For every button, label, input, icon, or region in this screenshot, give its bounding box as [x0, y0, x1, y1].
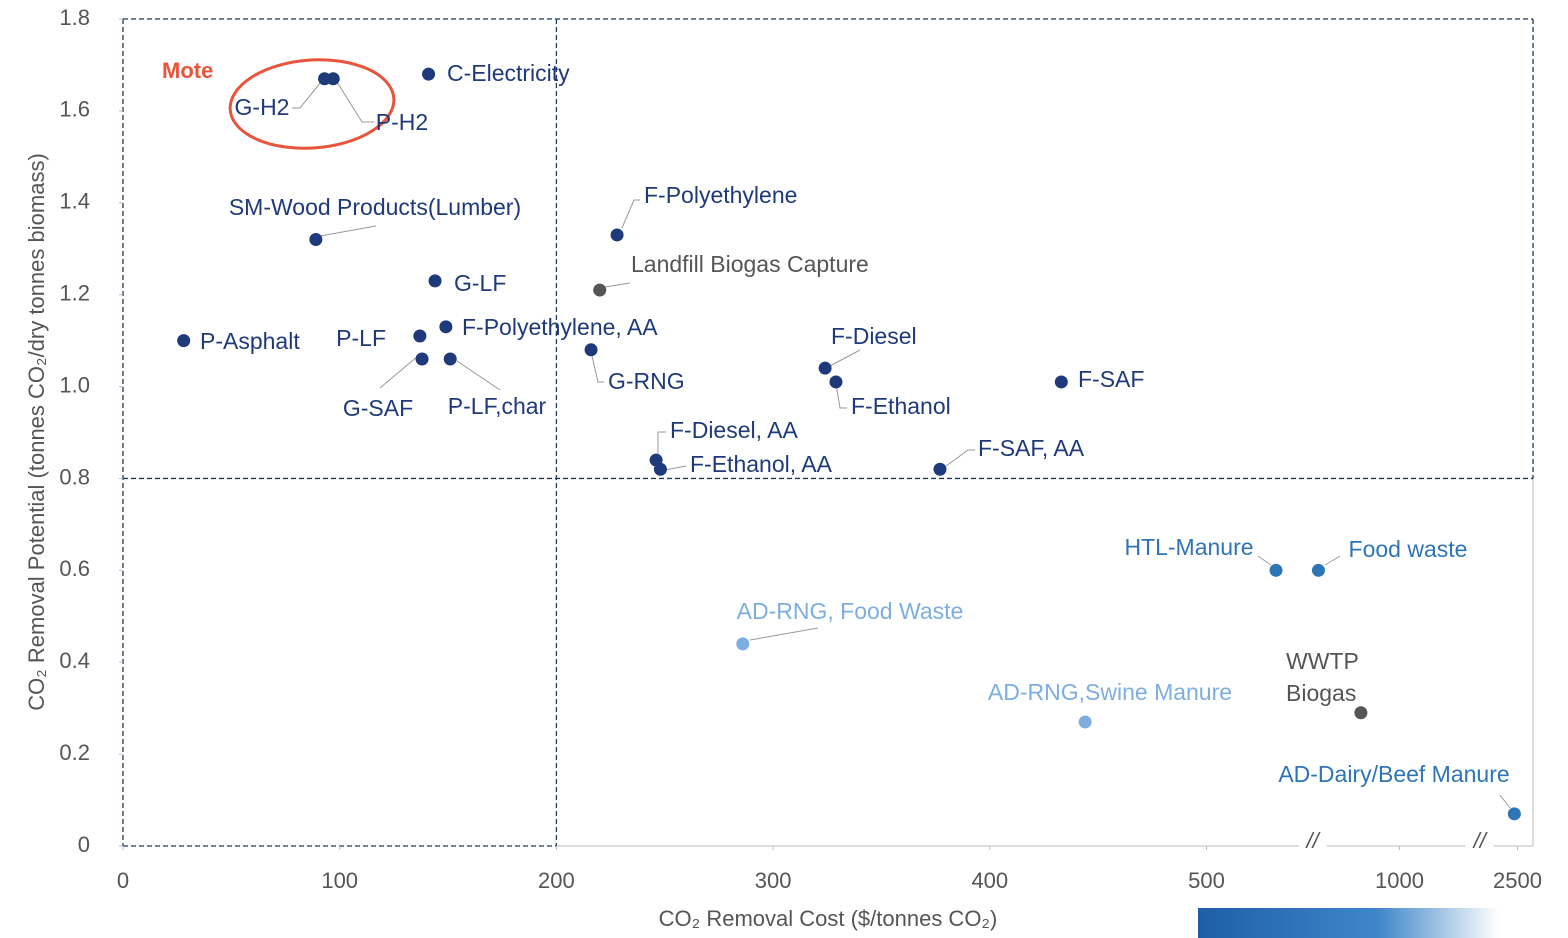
point	[326, 72, 340, 86]
point	[584, 343, 598, 357]
y-tick-label: 0	[78, 832, 90, 857]
decor-image	[1198, 908, 1498, 938]
y-tick-label: 0.2	[59, 740, 90, 765]
point-label: P-LF,char	[448, 393, 547, 419]
leader-line	[319, 225, 377, 237]
leader-line	[591, 355, 604, 383]
leader-line	[664, 465, 687, 471]
x-tick-label: 2500	[1493, 868, 1542, 893]
point-label: HTL-Manure	[1124, 534, 1253, 560]
leader-line	[1499, 794, 1511, 809]
leader-line	[657, 431, 666, 455]
point-label: SM-Wood Products(Lumber)	[229, 194, 521, 220]
point	[653, 462, 667, 476]
point-label: WWTP Biogas Capture	[1286, 648, 1368, 715]
point-label: G-SAF	[343, 395, 413, 421]
y-axis-title: CO₂ Removal Potential (tonnes CO₂/dry to…	[24, 153, 49, 711]
axis-break: //	[1472, 828, 1488, 853]
leader-line	[1324, 555, 1341, 566]
y-tick-label: 1.4	[59, 189, 90, 214]
x-tick-label: 500	[1188, 868, 1225, 893]
point-label: AD-Dairy/Beef Manure	[1278, 761, 1509, 787]
annotation-circle	[228, 58, 396, 150]
point-label: Landfill Biogas Capture	[631, 251, 869, 277]
point	[933, 462, 947, 476]
y-tick-label: 1.0	[59, 372, 90, 397]
leader-line	[621, 199, 640, 229]
leader-line	[456, 360, 501, 391]
x-tick-label: 300	[755, 868, 792, 893]
point-label: P-Asphalt	[200, 328, 300, 354]
point	[1269, 563, 1283, 577]
point-label: F-Diesel	[831, 323, 917, 349]
point-label: F-Diesel, AA	[670, 417, 798, 443]
leader-line	[379, 355, 419, 389]
y-tick-label: 1.8	[59, 5, 90, 30]
leader-line	[336, 81, 374, 123]
point-label: F-Polyethylene	[644, 182, 797, 208]
y-tick-label: 1.2	[59, 280, 90, 305]
point-label: AD-RNG, Food Waste	[737, 598, 964, 624]
point	[818, 361, 832, 375]
leader-line	[829, 349, 861, 367]
point	[829, 375, 843, 389]
axis-break: //	[1305, 828, 1321, 853]
point	[1354, 706, 1368, 720]
annotation: Mote	[162, 58, 213, 83]
point	[1078, 715, 1092, 729]
x-tick-label: 400	[971, 868, 1008, 893]
x-tick-label: 1000	[1375, 868, 1424, 893]
point	[309, 233, 323, 247]
point-label: F-SAF	[1078, 366, 1144, 392]
leader-line	[292, 81, 322, 109]
x-tick-label: 200	[538, 868, 575, 893]
point-label: F-Polyethylene, AA	[462, 314, 658, 340]
point	[422, 67, 436, 81]
leader-line	[1257, 555, 1272, 566]
point-label: F-SAF, AA	[978, 435, 1085, 461]
leader-line	[749, 627, 819, 641]
y-tick-label: 1.6	[59, 97, 90, 122]
point	[177, 334, 191, 348]
point	[415, 352, 429, 366]
x-axis-title: CO₂ Removal Cost ($/tonnes CO₂)	[659, 906, 998, 931]
point	[428, 274, 442, 288]
point	[1054, 375, 1068, 389]
leader-line	[945, 449, 975, 467]
x-tick-label: 100	[321, 868, 358, 893]
point	[413, 329, 427, 343]
y-tick-label: 0.6	[59, 556, 90, 581]
point-label: P-H2	[376, 109, 428, 135]
point-label: F-Ethanol, AA	[690, 451, 833, 477]
point-label: AD-RNG,Swine Manure	[988, 679, 1232, 705]
point-label-box: WWTP Biogas Capture	[1286, 648, 1368, 715]
point-label: Food waste	[1349, 536, 1468, 562]
point-label: C-Electricity	[447, 60, 570, 86]
point-label: G-RNG	[608, 368, 685, 394]
y-tick-label: 0.8	[59, 464, 90, 489]
point	[1311, 563, 1325, 577]
y-tick-label: 0.4	[59, 648, 90, 673]
x-tick-label: 0	[117, 868, 129, 893]
point	[443, 352, 457, 366]
point	[1507, 807, 1521, 821]
point	[439, 320, 453, 334]
leader-line	[835, 383, 847, 409]
point-label: G-H2	[235, 94, 290, 120]
point	[593, 283, 607, 297]
leader-line	[604, 282, 631, 288]
point-label: F-Ethanol	[851, 393, 951, 419]
point	[736, 637, 750, 651]
point-label: G-LF	[454, 270, 506, 296]
point-label: P-LF	[336, 325, 386, 351]
point	[610, 228, 624, 242]
